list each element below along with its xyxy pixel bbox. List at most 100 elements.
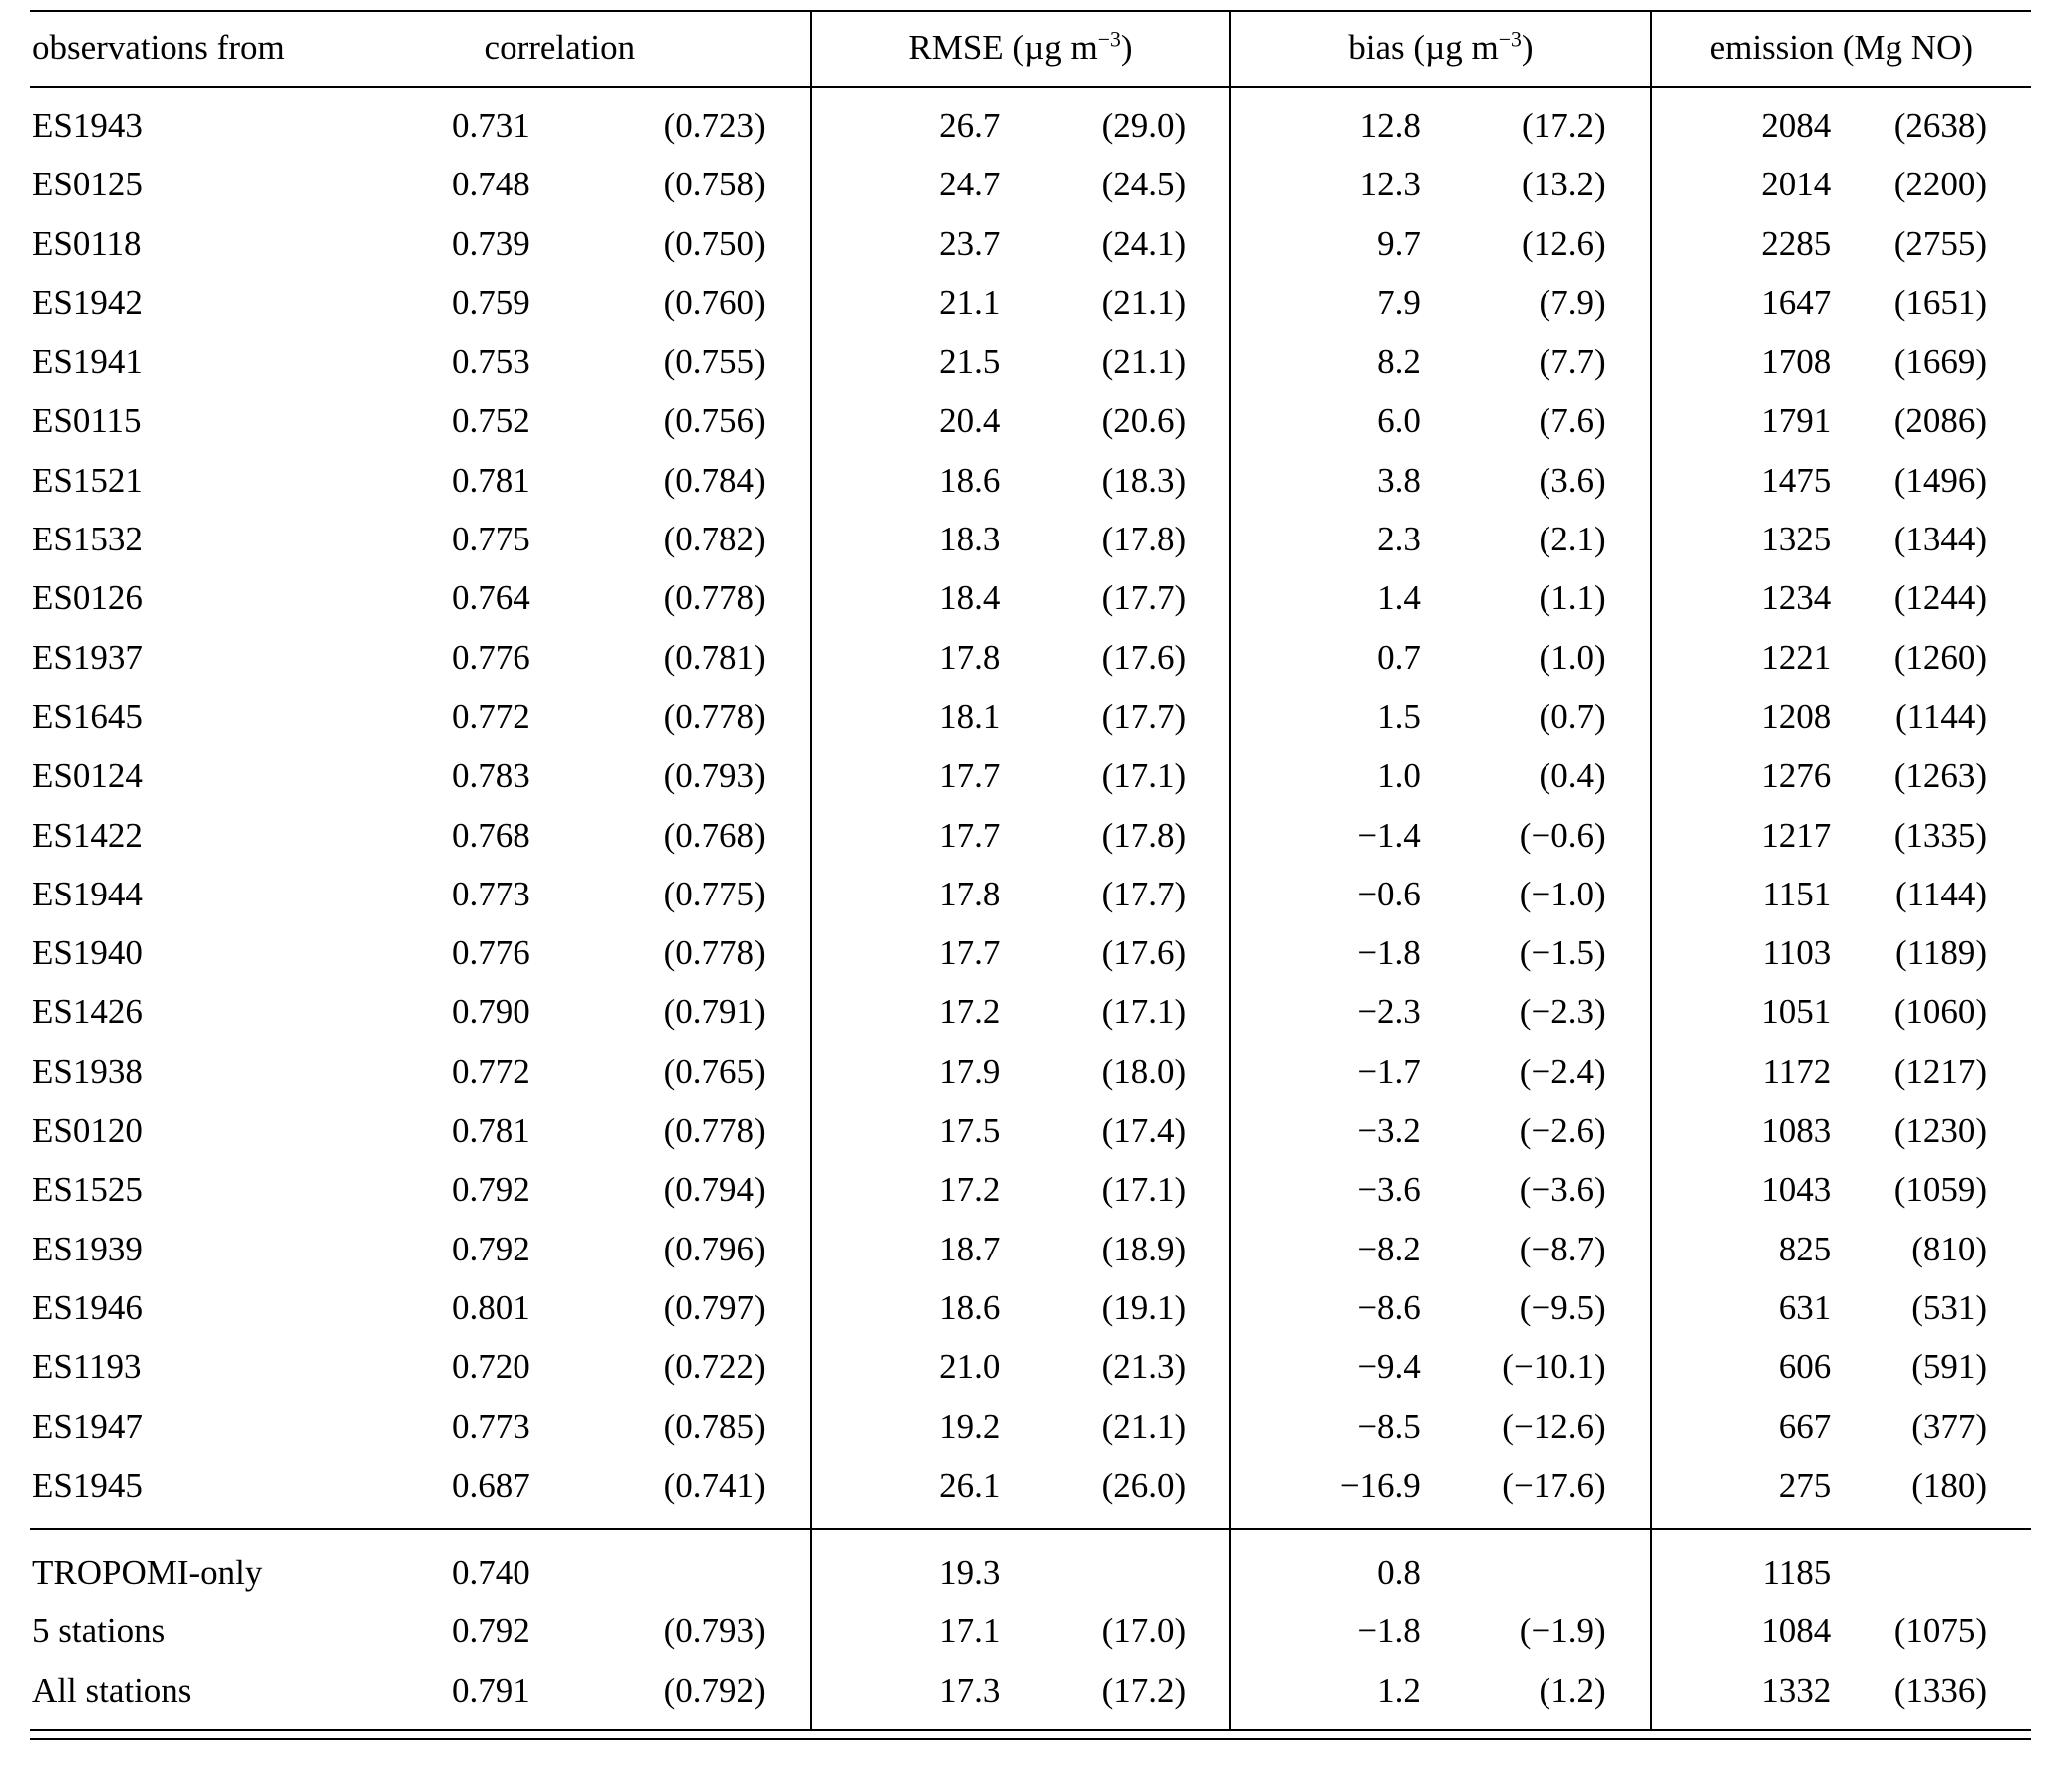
cell-correlation: 0.792 [451, 1612, 530, 1651]
cell-emission-paren: (1144) [1894, 874, 1987, 913]
cell-station: ES1422 [32, 815, 143, 855]
cell-bias-paren: (−2.3) [1519, 992, 1606, 1032]
cell-rmse-paren: (17.6) [1101, 933, 1187, 973]
cell-emission: 1172 [1649, 1041, 1832, 1102]
col-header-correlation: correlation [309, 11, 811, 88]
cell-bias-paren: (13.2) [1522, 165, 1606, 204]
col-header-emission: emission (Mg NO) [1649, 11, 2031, 88]
cell-station: ES1938 [32, 1051, 143, 1091]
cell-bias-paren [1421, 1529, 1651, 1602]
cell-station: ES1525 [32, 1170, 143, 1210]
cell-bias-paren: (−17.6) [1502, 1465, 1606, 1505]
cell-bias: −3.6 [1229, 1160, 1421, 1220]
cell-bias: −9.4 [1229, 1337, 1421, 1397]
cell-rmse-paren: (17.7) [1101, 874, 1187, 913]
cell-bias: −1.8 [1229, 1602, 1421, 1661]
cell-rmse: 21.1 [809, 272, 1001, 333]
cell-correlation: 0.772 [451, 696, 530, 736]
rmse-header-close: ) [1120, 28, 1133, 67]
cell-bias: 1.5 [1229, 686, 1421, 747]
station-row: ES1947 0.773 (0.785) 19.2 (21.1) −8.5 (−12.6) 6… [30, 1396, 2031, 1456]
cell-rmse: 18.1 [809, 686, 1001, 747]
cell-emission-paren: (1669) [1893, 342, 1987, 382]
cell-station: TROPOMI-only [32, 1553, 263, 1593]
cell-emission: 1083 [1649, 1101, 1832, 1161]
cell-bias-paren: (−9.5) [1519, 1287, 1606, 1327]
cell-rmse-paren: (17.7) [1101, 578, 1187, 618]
cell-rmse-paren: (21.3) [1101, 1347, 1187, 1387]
cell-correlation-paren: (0.765) [663, 1051, 766, 1091]
cell-correlation: 0.748 [451, 165, 530, 204]
cell-bias-paren: (−2.4) [1519, 1051, 1606, 1091]
cell-bias-paren: (−1.5) [1519, 933, 1606, 973]
cell-bias-paren: (−3.6) [1519, 1170, 1606, 1210]
cell-correlation: 0.731 [451, 106, 530, 145]
cell-bias-paren: (0.4) [1539, 756, 1606, 796]
cell-rmse-paren: (21.1) [1101, 1406, 1187, 1446]
cell-bias-paren: (1.1) [1539, 578, 1606, 618]
cell-correlation-paren: (0.755) [663, 342, 766, 382]
station-row: ES1938 0.772 (0.765) 17.9 (18.0) −1.7 (−2.4) 11… [30, 1041, 2031, 1102]
cell-rmse: 21.5 [809, 332, 1001, 392]
col-header-observations: observations from [30, 11, 310, 88]
cell-correlation: 0.753 [451, 342, 530, 382]
cell-rmse-paren: (21.1) [1101, 282, 1187, 322]
cell-bias: −8.2 [1229, 1219, 1421, 1278]
cell-correlation: 0.773 [451, 874, 530, 913]
cell-bias: 1.4 [1229, 568, 1421, 628]
cell-emission-paren: (2755) [1893, 223, 1987, 263]
cell-emission: 631 [1649, 1277, 1832, 1338]
cell-bias: 8.2 [1229, 332, 1421, 392]
cell-correlation-paren: (0.778) [663, 578, 766, 618]
cell-bias-paren: (−0.6) [1519, 815, 1606, 855]
cell-correlation: 0.792 [451, 1229, 530, 1268]
cell-bias: 0.8 [1229, 1529, 1421, 1603]
station-row: ES0125 0.748 (0.758) 24.7 (24.5) 12.3 (13.2) 20… [30, 155, 2031, 214]
cell-rmse-paren: (17.8) [1101, 520, 1187, 559]
cell-correlation-paren: (0.797) [663, 1287, 766, 1327]
station-row: ES1942 0.759 (0.760) 21.1 (21.1) 7.9 (7.9) 1647… [30, 272, 2031, 333]
cell-correlation-paren: (0.793) [663, 1612, 766, 1651]
table-header: observations from correlation RMSE (µg m… [30, 11, 2031, 88]
cell-emission: 1791 [1649, 391, 1832, 451]
cell-bias-paren: (−12.6) [1502, 1406, 1606, 1446]
cell-station: ES1944 [32, 874, 143, 913]
station-row: ES1532 0.775 (0.782) 18.3 (17.8) 2.3 (2.1) 1325… [30, 510, 2031, 569]
cell-correlation: 0.781 [451, 460, 530, 500]
cell-correlation: 0.739 [451, 223, 530, 263]
cell-bias-paren: (1.0) [1539, 637, 1606, 677]
cell-rmse-paren: (20.6) [1101, 401, 1187, 441]
cell-station: ES1426 [32, 992, 143, 1032]
cell-rmse: 18.6 [809, 450, 1001, 511]
cell-correlation-paren: (0.796) [663, 1229, 766, 1268]
cell-correlation: 0.772 [451, 1051, 530, 1091]
cell-correlation-paren: (0.722) [663, 1347, 766, 1387]
cell-correlation-paren: (0.794) [663, 1170, 766, 1210]
cell-bias-paren: (1.2) [1539, 1670, 1606, 1710]
bias-header-close: ) [1521, 28, 1534, 67]
bottom-rule [30, 1731, 2031, 1741]
cell-correlation-paren: (0.792) [663, 1670, 766, 1710]
cell-emission: 1185 [1649, 1529, 1832, 1603]
station-row: ES0115 0.752 (0.756) 20.4 (20.6) 6.0 (7.6) 1791… [30, 391, 2031, 451]
cell-bias: 1.2 [1229, 1660, 1421, 1731]
col-header-bias: bias (µg m−3) [1229, 11, 1651, 88]
cell-correlation-paren: (0.750) [663, 223, 766, 263]
cell-station: ES1939 [32, 1229, 143, 1268]
cell-rmse: 17.7 [809, 923, 1001, 983]
cell-emission-paren: (1344) [1893, 520, 1987, 559]
cell-bias: 6.0 [1229, 391, 1421, 451]
cell-emission-paren: (1075) [1893, 1612, 1987, 1651]
cell-rmse-paren: (17.7) [1101, 696, 1187, 736]
cell-correlation-paren: (0.778) [663, 1111, 766, 1151]
summary-rows: TROPOMI-only 0.740 19.3 0.8 1185 5 stations 0.… [30, 1529, 2031, 1731]
cell-rmse: 23.7 [809, 213, 1001, 273]
cell-emission-paren: (1244) [1893, 578, 1987, 618]
cell-emission-paren: (1336) [1893, 1670, 1987, 1710]
cell-emission: 1221 [1649, 627, 1832, 687]
cell-correlation: 0.720 [451, 1347, 530, 1387]
cell-bias-paren: (−1.9) [1519, 1612, 1606, 1651]
cell-rmse-paren: (17.0) [1101, 1612, 1187, 1651]
cell-station: ES1193 [32, 1347, 142, 1387]
